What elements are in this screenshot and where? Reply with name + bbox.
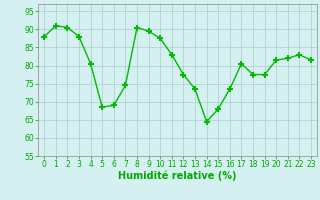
X-axis label: Humidité relative (%): Humidité relative (%) xyxy=(118,171,237,181)
